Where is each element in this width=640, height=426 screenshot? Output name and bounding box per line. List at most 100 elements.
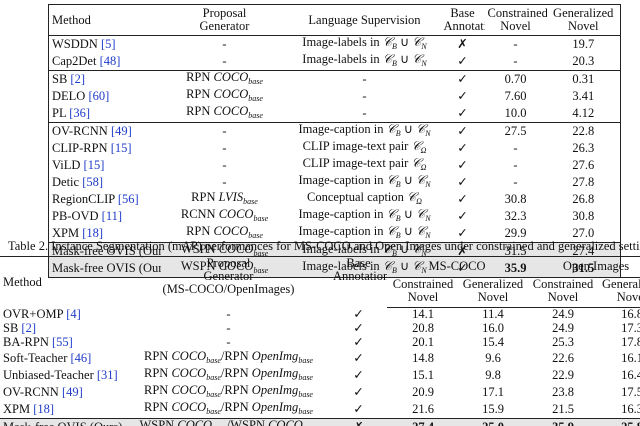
table-cell: 9.6 — [459, 350, 527, 367]
table-cell: WSDDN [5] — [49, 36, 161, 54]
table-cell: 20.9 — [387, 384, 459, 401]
row-group: OVR+OMP [4] - ✓ 14.1 11.4 24.9 16.8 SB [2] - ✓ 20.… — [0, 307, 640, 418]
cell-text: 0.31 — [572, 72, 595, 86]
table-cell: ✓ — [330, 401, 387, 419]
row-group: WSDDN [5] - Image-labels in 𝒞B ∪ 𝒞N ✗ -19.7 C… — [49, 36, 621, 71]
table-row: PB-OVD [11] RCNN COCObase Image-caption in… — [49, 208, 621, 225]
table-cell: SB [2] — [48, 70, 161, 88]
cell-text: COCO — [218, 242, 254, 256]
cell-text: Mask-free OVIS (Ours) — [52, 244, 161, 258]
cell-text: 𝒞 — [386, 122, 396, 136]
cell-text: COCO — [171, 400, 207, 414]
table-cell: - — [288, 70, 441, 88]
table-cell: WSPN COCObase — [160, 242, 289, 260]
cell-text: base — [212, 425, 227, 426]
table-cell: 27.0 — [547, 225, 621, 243]
header-text: Language Supervision — [308, 12, 421, 27]
table-cell: RPN COCObase/RPN OpenImgbase — [127, 367, 330, 384]
cell-text: base — [206, 355, 221, 365]
header-row: Method Proposal Generator (MS-COCO/OpenImag… — [0, 256, 640, 296]
cell-text: 17.5 — [621, 384, 640, 399]
cell-text: Mask-free OVIS (Ours) — [52, 261, 161, 275]
table-cell: OV-RCNN [49] — [0, 384, 127, 401]
table-cell: ✓ — [330, 384, 387, 401]
cell-text: ✓ — [353, 350, 364, 365]
table-cell: ✓ — [441, 208, 485, 225]
cell-text: [31] — [96, 367, 118, 382]
table-cell: Unbiased-Teacher [31] — [0, 367, 127, 384]
table-cell: ✓ — [441, 157, 485, 174]
cell-text: Image-caption in — [298, 208, 387, 221]
cell-text: ViLD — [52, 158, 84, 172]
table-cell: 17.5 — [599, 384, 640, 401]
header-text: Novel — [500, 19, 531, 33]
row-group: Mask-free OVIS (Ours) WSPN COCObase/WSPN … — [0, 417, 640, 426]
cell-text: 27.5 — [504, 124, 527, 138]
cell-text: 𝒞 — [386, 208, 396, 221]
cell-text: base — [253, 266, 269, 275]
table-cell: 29.9 — [485, 225, 547, 243]
cell-text: 4.12 — [572, 106, 595, 120]
table-row: SB [2] - ✓ 20.8 16.0 24.9 17.3 — [0, 322, 640, 336]
cell-text: 29.9 — [504, 226, 527, 240]
table-cell: ViLD [15] — [49, 157, 161, 174]
table-cell: 27.4 — [546, 242, 621, 260]
cell-text: B — [395, 231, 401, 240]
header-row: Constrained Novel Generalized Novel Constrai… — [0, 277, 640, 308]
cell-text: ∪ — [396, 53, 413, 66]
table-cell: 14.8 — [387, 350, 459, 367]
cell-text: [60] — [88, 89, 110, 103]
cell-text: base — [298, 372, 313, 382]
cell-text: ✓ — [457, 54, 468, 68]
table-cell: WSPN COCObase — [160, 260, 289, 278]
cell-text: 22.6 — [552, 350, 574, 365]
cell-text: 27.8 — [572, 175, 595, 189]
header-text: Proposal — [202, 6, 247, 20]
table-row: Soft-Teacher [46] RPN COCObase/RPN OpenIm… — [0, 350, 640, 367]
cell-text: 𝒞 — [407, 191, 417, 204]
cell-text: ✓ — [353, 401, 364, 416]
cell-text: 27.6 — [572, 158, 595, 172]
cell-text: WSPN — [180, 260, 219, 273]
caption: Table 2. Instance Segmentation (mAP) per… — [8, 239, 640, 253]
table-cell: 9.8 — [459, 367, 527, 384]
cell-text: 24.9 — [552, 321, 574, 335]
cell-text: 25.0 — [482, 420, 504, 426]
cell-text: 17.3 — [621, 321, 640, 335]
header-text: (MS-COCO/OpenImages) — [162, 282, 295, 296]
table-2: Method Proposal Generator (MS-COCO/OpenImag… — [0, 256, 640, 426]
cell-text: Cap2Det — [52, 54, 100, 68]
cell-text: 19.7 — [572, 37, 595, 51]
table-cell: 25.8 — [599, 417, 640, 426]
cell-text: ✗ — [353, 420, 363, 426]
cell-text: 3.41 — [572, 89, 595, 103]
cell-text: 16.8 — [621, 307, 640, 321]
cell-text: ✓ — [457, 141, 468, 155]
cell-text: COCO — [213, 88, 249, 101]
cell-text: 22.8 — [572, 124, 595, 138]
header-cell: Open Images — [527, 256, 640, 278]
cell-text: COCO — [213, 225, 249, 238]
cell-text: OpenImg — [251, 349, 299, 363]
cell-text: Soft-Teacher — [3, 350, 71, 365]
table-cell: 16.1 — [599, 350, 640, 367]
cell-text: [46] — [70, 350, 92, 365]
cell-text: WSDDN — [52, 37, 101, 51]
cell-text: Image-caption in — [298, 174, 387, 187]
table-cell: ✗ — [440, 242, 485, 260]
table-cell: - — [127, 322, 330, 336]
cell-text: [4] — [66, 307, 81, 321]
cell-text: ✓ — [457, 124, 468, 138]
table-cell: 23.8 — [527, 384, 599, 401]
header-cell: Language Supervision — [288, 4, 441, 36]
table-cell: - — [161, 140, 289, 157]
cell-text: /RPN — [220, 400, 252, 414]
cell-text: [18] — [82, 226, 104, 240]
header-cell: Constrained Novel — [527, 277, 599, 308]
cell-text: ✓ — [353, 384, 364, 399]
cell-text: 27.4 — [572, 244, 595, 258]
table-row: Detic [58] - Image-caption in 𝒞B ∪ 𝒞N ✓ -27.… — [49, 174, 621, 191]
table-cell: 10.0 — [485, 105, 547, 123]
cell-text: 𝒞 — [416, 122, 426, 136]
